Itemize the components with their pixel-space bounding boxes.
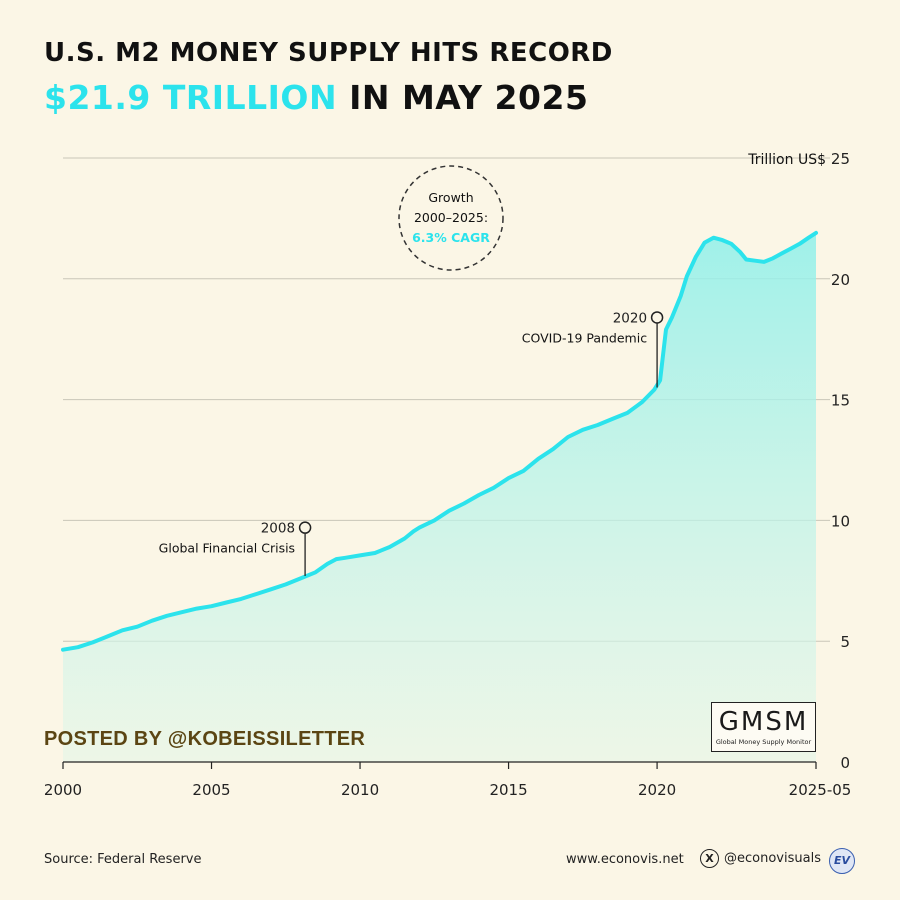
x-tick-label: 2010 (341, 781, 379, 799)
cagr-callout: Growth 2000–2025: 6.3% CAGR (398, 165, 504, 271)
x-tick-label: 2025-05 (789, 781, 852, 799)
annotation-year: 2020 (613, 310, 647, 326)
axis-layer: 0 5 10 15 20 25 Trillion US$ 2000 2005 2010 2015 20… (44, 150, 851, 799)
callout-circle (398, 165, 504, 271)
series-area (63, 232, 816, 762)
y-tick-label: 10 (831, 512, 850, 530)
series-line (61, 230, 818, 652)
y-tick-label: 15 (831, 392, 850, 410)
annotation-marker (650, 311, 664, 324)
y-tick-label: 20 (831, 271, 850, 289)
gmsm-badge: GMSM Global Money Supply Monitor (711, 702, 816, 752)
x-tick-label: 2005 (192, 781, 230, 799)
annotation-label: Global Financial Crisis (159, 541, 295, 556)
title-block: U.S. M2 MONEY SUPPLY HITS RECORD $21.9 T… (44, 38, 613, 117)
y-tick-label: 5 (840, 633, 850, 651)
y-tick-label: 0 (840, 754, 850, 772)
x-tick-label: 2015 (489, 781, 527, 799)
x-tick-label: 2000 (44, 781, 82, 799)
econovis-logo-icon: EV (829, 848, 855, 874)
gmsm-badge-title: GMSM (718, 707, 809, 737)
social-handle[interactable]: X @econovisuals (700, 849, 821, 868)
y-axis-label: Trillion US$ (747, 152, 826, 168)
callout-line2: 2000–2025: (414, 210, 488, 225)
area-layer (61, 230, 818, 762)
posted-by-watermark: POSTED BY @KOBEISSILETTER (44, 728, 366, 750)
headline-value: $21.9 TRILLION (44, 78, 338, 117)
x-tick-label: 2020 (638, 781, 676, 799)
annotation-marker (298, 521, 312, 534)
gmsm-badge-subtitle: Global Money Supply Monitor (715, 738, 812, 746)
social-handle-text: @econovisuals (724, 851, 821, 866)
chart-subtitle: $21.9 TRILLION IN MAY 2025 (44, 78, 613, 117)
annotation-layer: 2008 Global Financial Crisis 2020 COVID-19 … (159, 310, 664, 576)
annotation-label: COVID-19 Pandemic (522, 330, 647, 345)
y-tick-label: 25 (831, 150, 850, 168)
callout-line1: Growth (428, 190, 473, 205)
chart-title: U.S. M2 MONEY SUPPLY HITS RECORD (44, 38, 613, 68)
website-link[interactable]: www.econovis.net (566, 852, 684, 867)
annotation-year: 2008 (261, 521, 295, 537)
source-note: Source: Federal Reserve (44, 852, 202, 867)
headline-date: IN MAY 2025 (337, 78, 589, 117)
callout-cagr: 6.3% CAGR (412, 230, 490, 245)
x-logo-icon: X (700, 849, 719, 868)
